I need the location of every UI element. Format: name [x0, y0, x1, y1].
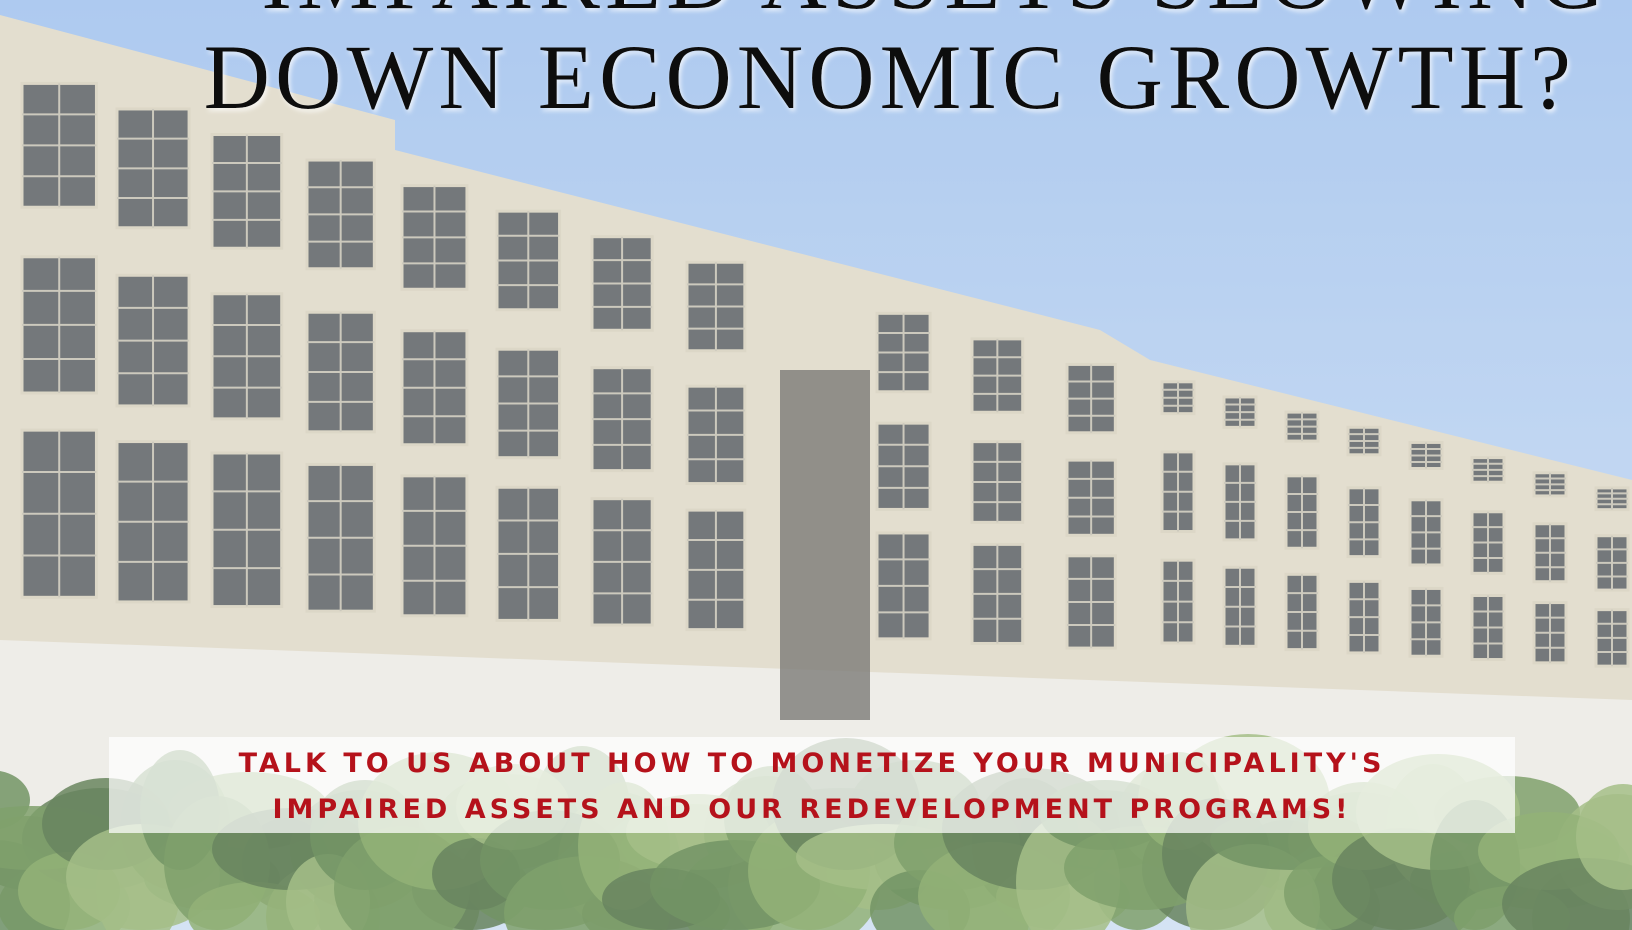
callout-line: IMPAIRED ASSETS AND OUR REDEVELOPMENT PR… — [272, 794, 1351, 825]
callout-line: TALK TO US ABOUT HOW TO MONETIZE YOUR MU… — [239, 748, 1386, 779]
headline-line: IMPAIRED ASSETS SLOWING — [261, 0, 1610, 28]
poster: IMPAIRED ASSETS SLOWING DOWN ECONOMIC GR… — [0, 0, 1632, 930]
headline-line: DOWN ECONOMIC GROWTH? — [204, 26, 1576, 128]
